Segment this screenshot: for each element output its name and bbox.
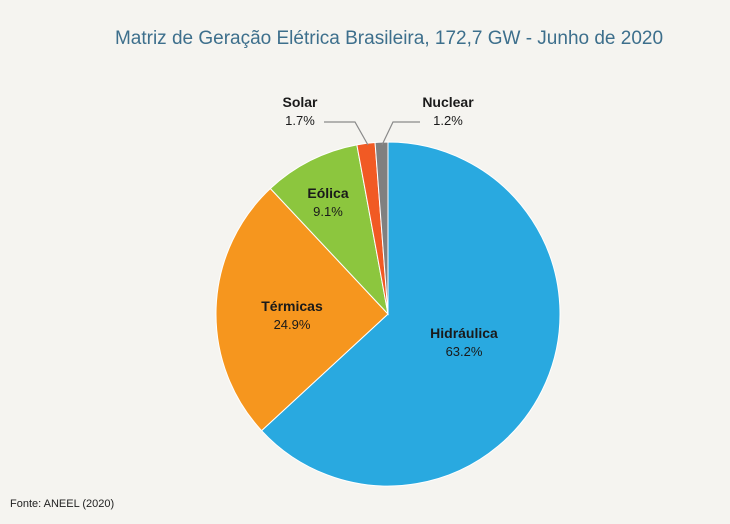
slice-value-nuclear: 1.2%: [433, 113, 463, 128]
leader-line-solar: [324, 121, 369, 146]
slice-value-hidraulica: 63.2%: [446, 344, 483, 359]
chart-title: Matriz de Geração Elétrica Brasileira, 1…: [114, 28, 664, 49]
pie-slices: [215, 141, 561, 487]
slice-label-nuclear: Nuclear: [422, 94, 474, 110]
slice-label-solar: Solar: [282, 94, 318, 110]
source-note: Fonte: ANEEL (2020): [10, 498, 115, 510]
slice-value-solar: 1.7%: [285, 113, 315, 128]
slice-nuclear: [374, 141, 389, 315]
slice-termicas: [215, 187, 389, 432]
slice-label-hidraulica: Hidráulica: [430, 325, 498, 341]
slice-value-termicas: 24.9%: [274, 317, 311, 332]
slice-eolica: [269, 144, 389, 316]
leader-line-nuclear: [381, 121, 420, 146]
slice-labels: Hidráulica 63.2% Térmicas 24.9% Eólica 9.1% So…: [261, 94, 498, 359]
slice-hidraulica: [260, 141, 561, 487]
slice-label-termicas: Térmicas: [261, 298, 323, 314]
slice-value-eolica: 9.1%: [313, 204, 343, 219]
leader-lines: [324, 121, 420, 146]
slice-label-eolica: Eólica: [307, 185, 348, 201]
